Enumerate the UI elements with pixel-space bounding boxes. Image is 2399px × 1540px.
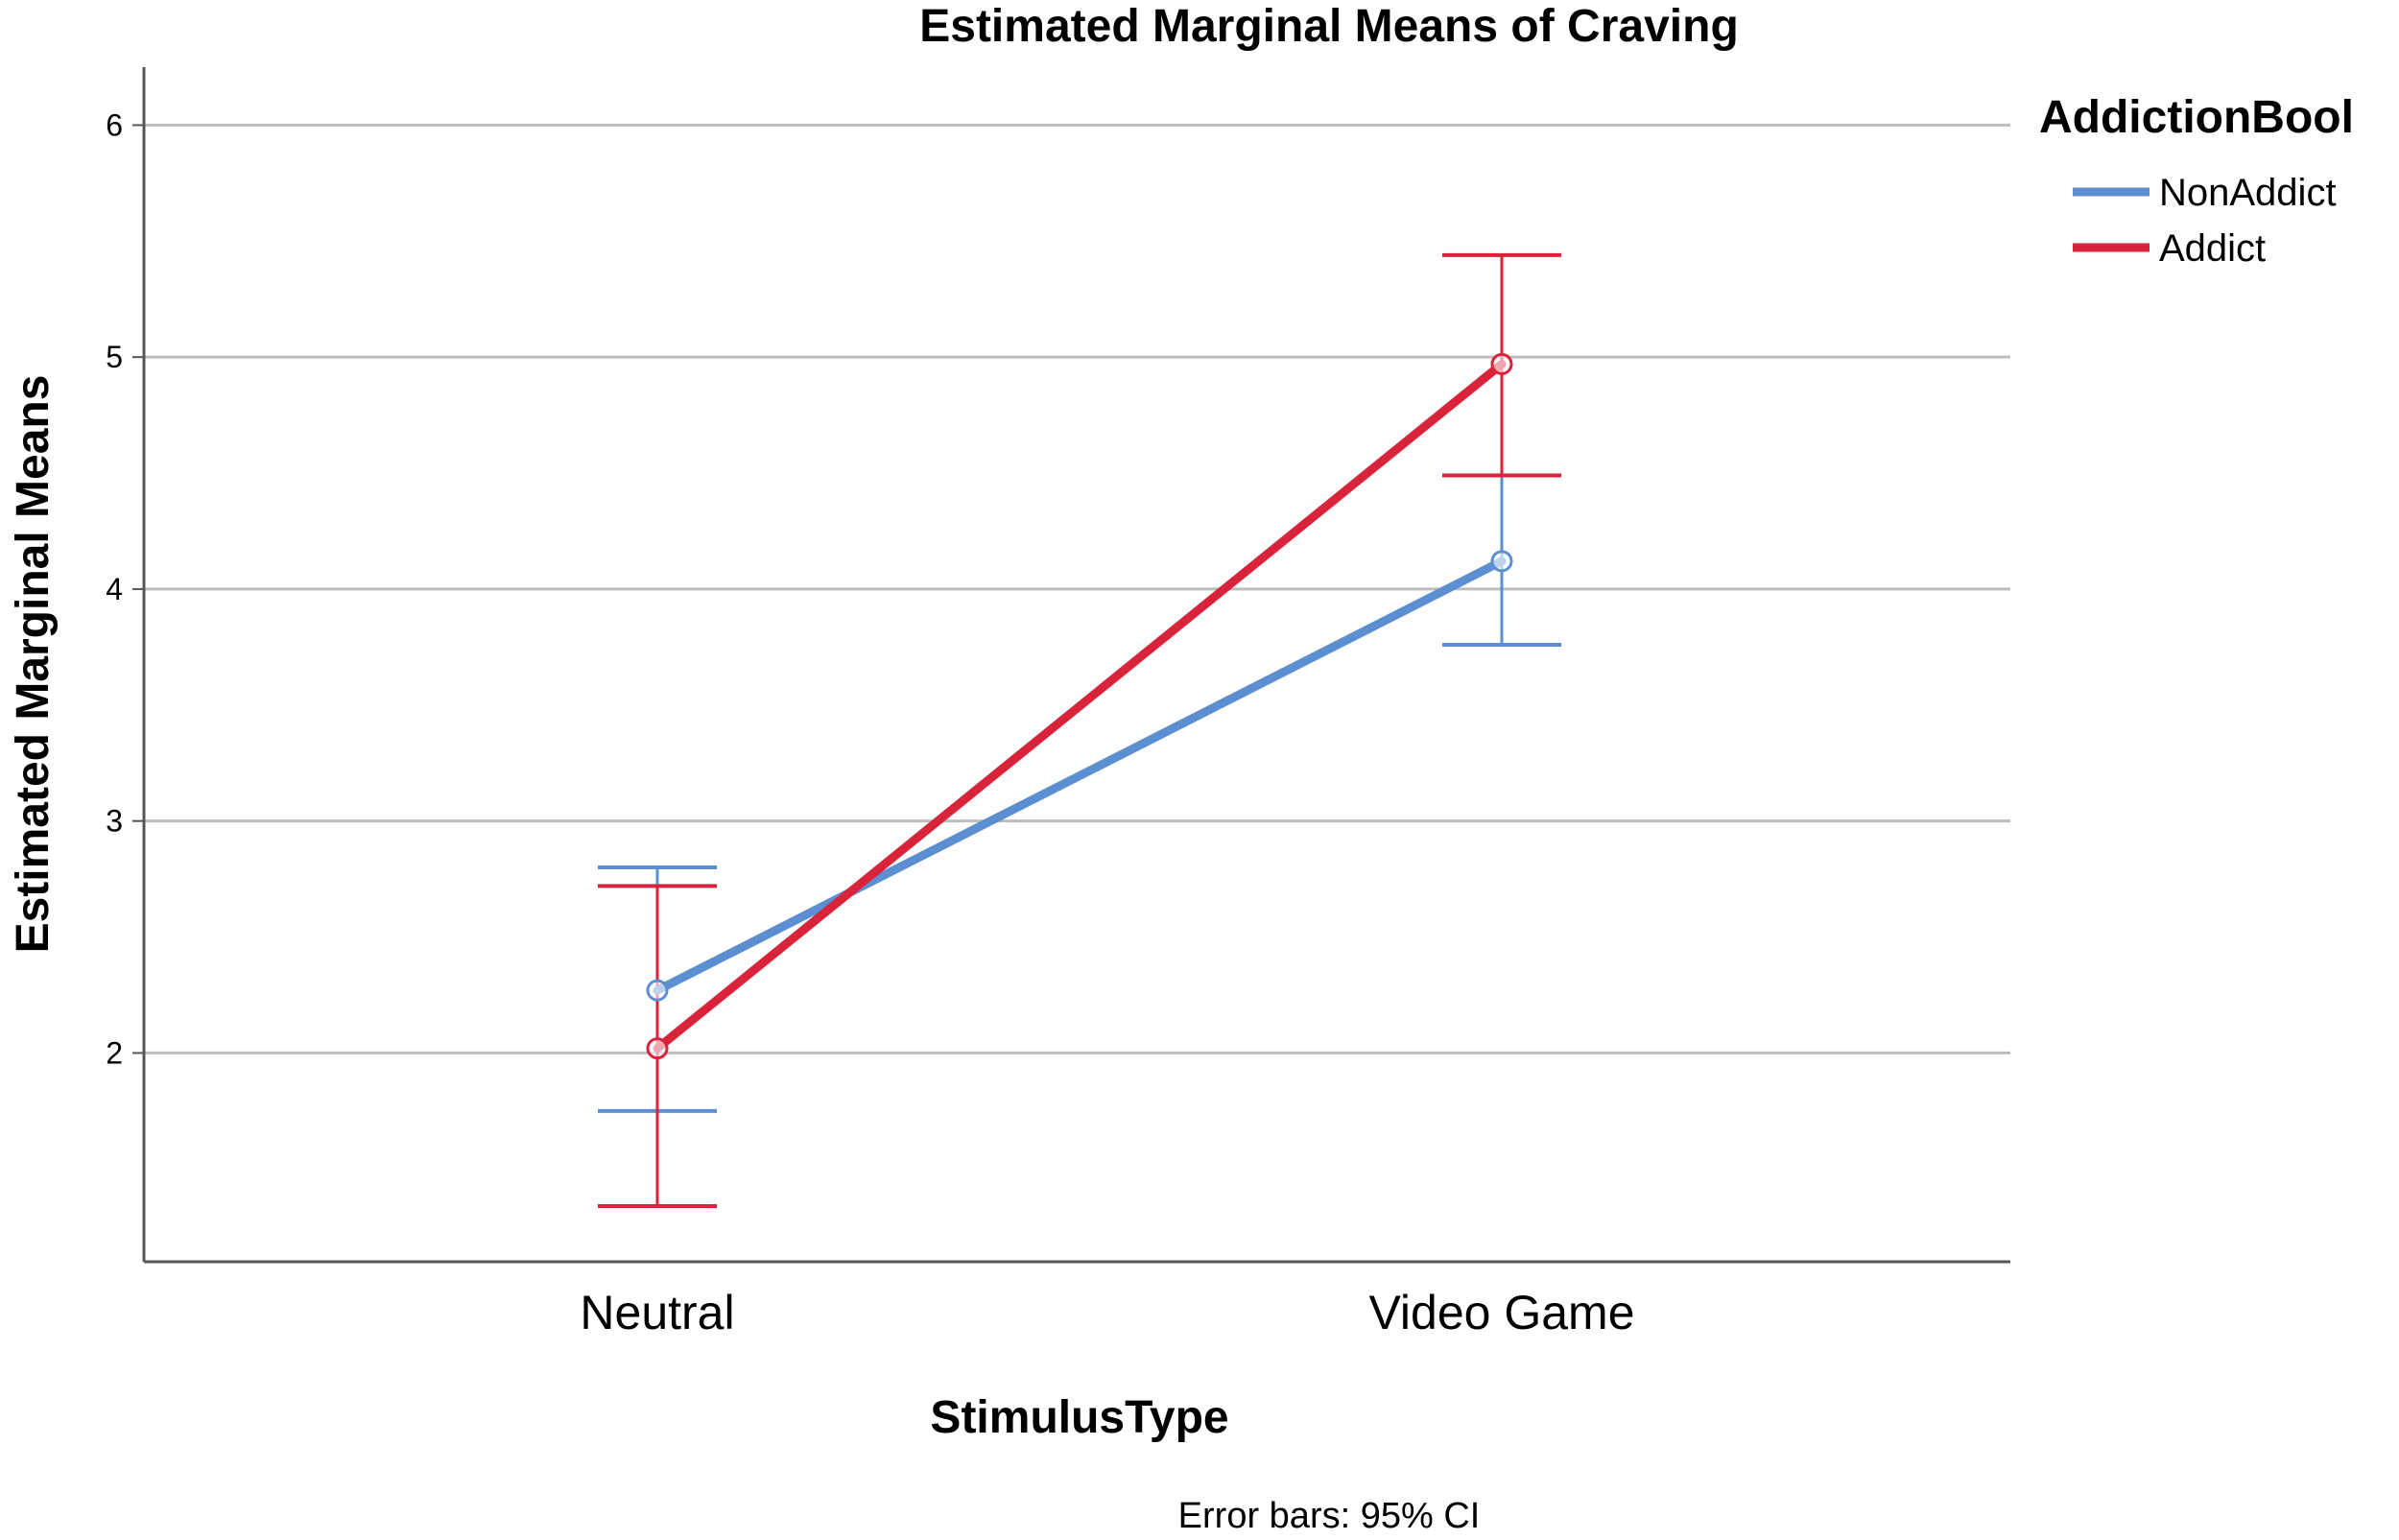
y-tick-label: 5 <box>106 340 123 374</box>
legend-label: Addict <box>2159 227 2266 270</box>
series-layer <box>598 252 1561 1208</box>
legend-label: NonAddict <box>2159 172 2337 214</box>
series-addict-errorbars <box>598 252 1561 1208</box>
data-point <box>646 1037 669 1060</box>
series-line <box>653 557 1507 995</box>
y-tick-labels: 2 3 4 5 6 <box>106 107 123 1070</box>
x-tick-label: Video Game <box>1368 1286 1634 1339</box>
legend-items: NonAddict Addict <box>2073 172 2337 270</box>
series-nonaddict <box>646 550 1513 1002</box>
x-tick-label: Neutral <box>580 1286 734 1339</box>
error-bar-note: Error bars: 95% CI <box>1178 1496 1481 1535</box>
data-point <box>1490 352 1513 375</box>
gridlines <box>144 123 2010 1054</box>
y-axis-title: Estimated Marginal Means <box>8 375 59 954</box>
y-tick-label: 4 <box>106 572 123 606</box>
series-nonaddict-errorbars <box>598 473 1561 1113</box>
series-addict <box>646 352 1513 1060</box>
legend-title: AddictionBool <box>2039 92 2354 143</box>
y-tick-label: 6 <box>106 107 123 142</box>
data-point <box>1490 550 1513 573</box>
x-tick-labels: Neutral Video Game <box>580 1286 1634 1339</box>
y-tick-label: 3 <box>106 804 123 839</box>
legend: AddictionBool NonAddict Addict <box>2039 92 2354 270</box>
series-line <box>653 359 1507 1054</box>
x-axis-title: StimulusType <box>930 1392 1228 1443</box>
axes <box>132 67 2010 1264</box>
chart-title: Estimated Marginal Means of Craving <box>919 1 1739 52</box>
y-tick-label: 2 <box>106 1035 123 1070</box>
data-point <box>646 979 669 1002</box>
